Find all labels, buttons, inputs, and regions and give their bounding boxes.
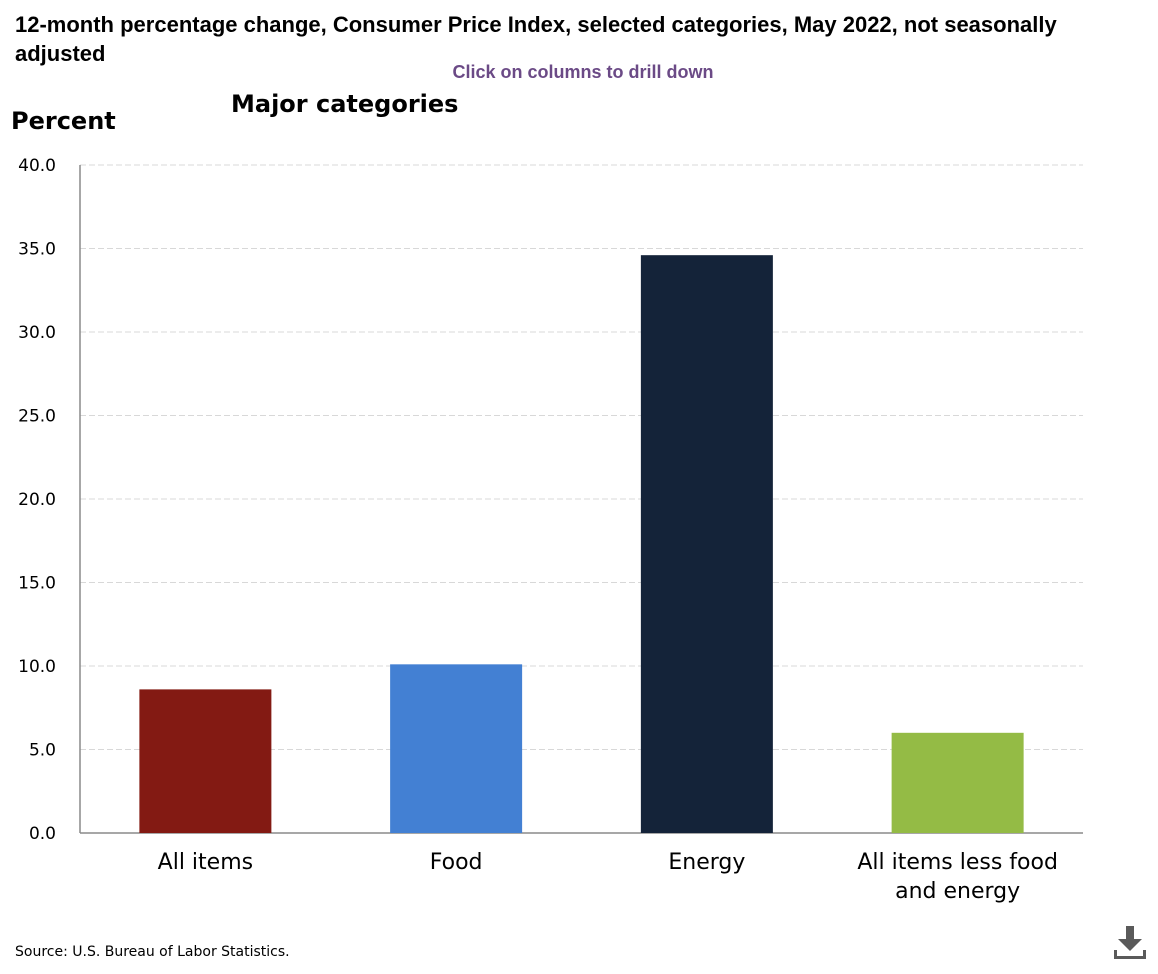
download-icon[interactable] bbox=[1110, 922, 1150, 966]
bar[interactable] bbox=[640, 255, 773, 833]
y-tick-label: 30.0 bbox=[18, 323, 56, 343]
y-tick-label: 5.0 bbox=[29, 741, 56, 761]
y-tick-label: 15.0 bbox=[18, 574, 56, 594]
x-tick-label: All items bbox=[158, 850, 253, 875]
y-tick-label: 40.0 bbox=[18, 156, 56, 176]
x-tick-label: Energy bbox=[668, 850, 745, 875]
bar[interactable] bbox=[139, 689, 272, 833]
x-tick-label: All items less food bbox=[857, 850, 1058, 875]
y-axis-label: Percent bbox=[11, 107, 116, 135]
y-tick-label: 35.0 bbox=[18, 240, 56, 260]
x-tick-label: and energy bbox=[895, 879, 1020, 904]
drill-down-hint[interactable]: Click on columns to drill down bbox=[452, 62, 714, 82]
bar[interactable] bbox=[891, 732, 1024, 833]
source-note: Source: U.S. Bureau of Labor Statistics. bbox=[15, 944, 290, 960]
y-tick-label: 20.0 bbox=[18, 490, 56, 510]
chart-subtitle: Major categories bbox=[231, 90, 459, 118]
y-tick-label: 0.0 bbox=[29, 824, 56, 844]
y-tick-label: 25.0 bbox=[18, 407, 56, 427]
bar[interactable] bbox=[390, 664, 523, 833]
y-tick-label: 10.0 bbox=[18, 657, 56, 677]
x-tick-label: Food bbox=[430, 850, 483, 875]
chart-title: 12-month percentage change, Consumer Pri… bbox=[15, 12, 1057, 66]
